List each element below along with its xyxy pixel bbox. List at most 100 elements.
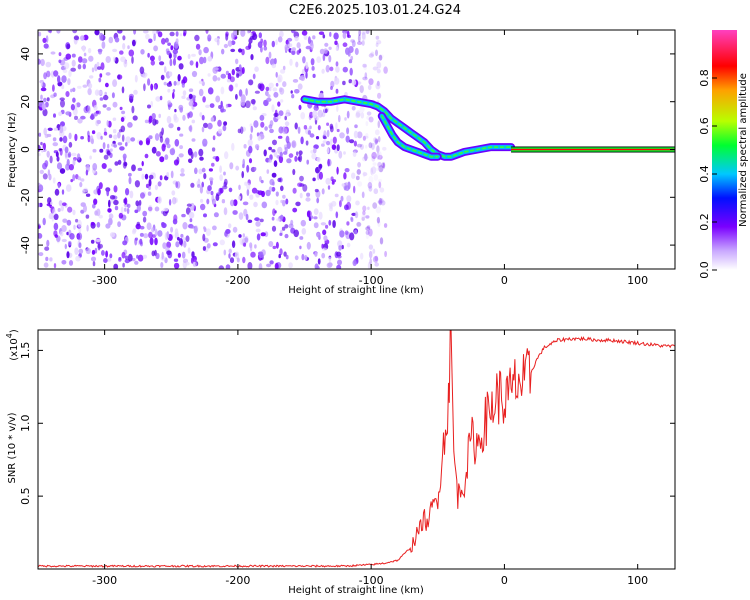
noise-speckle [311, 153, 317, 160]
noise-speckle [351, 106, 356, 111]
noise-speckle [365, 215, 370, 219]
noise-speckle [159, 95, 163, 101]
noise-speckle [80, 115, 86, 120]
noise-speckle [186, 203, 192, 207]
noise-speckle [365, 233, 369, 240]
noise-speckle [38, 152, 41, 157]
noise-speckle [90, 239, 95, 244]
noise-speckle [349, 139, 355, 144]
noise-speckle [223, 43, 228, 49]
noise-speckle [166, 241, 172, 249]
noise-speckle [172, 197, 177, 205]
noise-speckle [80, 178, 85, 182]
noise-speckle [40, 58, 45, 67]
noise-speckle [78, 56, 83, 63]
noise-speckle [159, 136, 164, 143]
noise-speckle [215, 156, 220, 162]
noise-speckle [279, 87, 285, 95]
noise-speckle [194, 34, 200, 42]
noise-speckle [134, 180, 140, 188]
noise-speckle [108, 199, 111, 208]
noise-speckle [206, 243, 211, 249]
noise-speckle [335, 66, 340, 73]
noise-speckle [284, 224, 289, 229]
noise-speckle [109, 232, 116, 238]
noise-speckle [148, 185, 151, 190]
noise-speckle [306, 241, 311, 250]
noise-speckle [134, 209, 139, 214]
noise-speckle [46, 97, 50, 102]
noise-speckle [175, 31, 179, 37]
noise-speckle [38, 132, 42, 137]
noise-speckle [301, 228, 307, 235]
noise-speckle [381, 162, 385, 168]
noise-speckle [148, 115, 153, 124]
noise-speckle [208, 168, 213, 172]
noise-speckle [50, 201, 53, 205]
noise-speckle [321, 243, 324, 249]
noise-speckle [286, 158, 292, 164]
noise-speckle [243, 144, 247, 149]
noise-speckle [191, 53, 196, 57]
noise-speckle [92, 148, 97, 153]
noise-speckle [291, 94, 295, 99]
noise-speckle [354, 229, 358, 235]
noise-speckle [376, 151, 382, 159]
noise-speckle [40, 82, 44, 87]
noise-speckle [275, 241, 279, 249]
noise-speckle [373, 188, 379, 195]
noise-speckle [377, 220, 381, 227]
noise-speckle [179, 133, 184, 137]
noise-speckle [355, 175, 360, 181]
noise-speckle [372, 162, 377, 166]
noise-speckle [151, 113, 156, 120]
noise-speckle [307, 36, 311, 45]
noise-speckle [180, 168, 185, 174]
noise-speckle [266, 169, 270, 174]
noise-speckle [355, 112, 361, 119]
noise-speckle [112, 101, 118, 108]
noise-speckle [282, 65, 286, 71]
noise-speckle [96, 221, 101, 228]
noise-speckle [245, 45, 251, 51]
noise-speckle [260, 179, 264, 184]
noise-speckle [68, 141, 73, 148]
colorbar-tick-label: 0.4 [698, 165, 711, 183]
noise-speckle [85, 214, 90, 219]
noise-speckle [125, 188, 130, 196]
noise-speckle [138, 140, 143, 146]
noise-speckle [374, 262, 380, 267]
noise-speckle [201, 114, 205, 121]
noise-speckle [153, 84, 157, 90]
noise-speckle [99, 32, 104, 41]
noise-speckle [148, 231, 153, 239]
noise-speckle [99, 97, 104, 101]
noise-speckle [336, 166, 339, 175]
noise-speckle [356, 221, 361, 228]
noise-speckle [349, 232, 355, 241]
noise-speckle [300, 74, 306, 82]
noise-speckle [87, 48, 92, 54]
noise-speckle [112, 117, 117, 121]
noise-speckle [181, 83, 185, 88]
noise-speckle [117, 74, 121, 80]
noise-speckle [242, 233, 245, 238]
noise-speckle [217, 119, 222, 127]
noise-speckle [313, 208, 319, 216]
noise-speckle [348, 59, 353, 64]
noise-speckle [309, 133, 315, 138]
noise-speckle [336, 128, 340, 133]
noise-speckle [313, 147, 317, 154]
noise-speckle [74, 115, 78, 120]
noise-speckle [47, 169, 51, 177]
noise-speckle [125, 142, 128, 147]
noise-speckle [53, 213, 59, 220]
noise-speckle [223, 171, 226, 176]
noise-speckle [369, 257, 373, 266]
noise-speckle [173, 262, 180, 269]
noise-speckle [151, 250, 156, 257]
noise-speckle [166, 50, 171, 56]
noise-speckle [168, 123, 174, 129]
noise-speckle [77, 118, 83, 124]
